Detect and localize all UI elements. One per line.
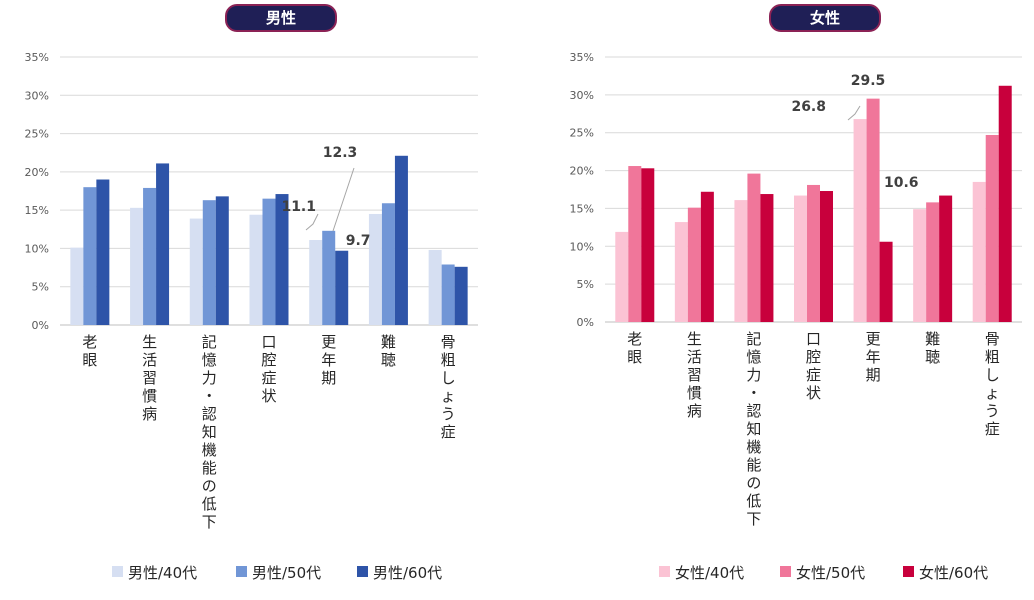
bar — [734, 200, 748, 322]
bar — [747, 173, 761, 322]
bar — [381, 203, 395, 325]
bar — [807, 184, 820, 322]
x-category-label: 老眼 — [82, 333, 97, 369]
y-tick-label: 0% — [577, 316, 594, 329]
x-category-label: 記憶力・認知機能の低下 — [746, 330, 761, 528]
legend-swatch — [112, 566, 123, 577]
male-chart-panel: 男性 0% 5% 10% 15% 20% 25% 30% 35% 老眼 生活習慣病 記憶力・認知機能… — [25, 4, 478, 582]
legend-swatch — [236, 566, 247, 577]
legend-swatch — [659, 566, 670, 577]
bar — [322, 230, 336, 325]
female-chart-panel: 女性 0% 5% 10% 15% 20% 25% 30% 35% 老眼 生活習慣病 記憶力・認知機能… — [517, 0, 1034, 600]
data-label-leader — [332, 167, 355, 232]
bar — [262, 198, 276, 325]
y-tick-label: 30% — [25, 89, 49, 102]
y-tick-label: 10% — [570, 240, 594, 253]
bar — [998, 85, 1012, 323]
bar — [454, 266, 468, 325]
bar — [866, 98, 880, 323]
bar — [428, 249, 442, 325]
y-tick-label: 30% — [570, 89, 594, 102]
data-label: 11.1 — [281, 199, 316, 215]
bar — [143, 187, 157, 325]
bar — [760, 194, 774, 322]
data-label-leader — [305, 213, 319, 231]
legend-label: 男性/40代 — [128, 564, 197, 582]
bar — [853, 119, 867, 322]
bar — [394, 155, 408, 325]
data-label: 26.8 — [791, 99, 826, 115]
legend-label: 男性/50代 — [252, 564, 321, 582]
bar — [215, 196, 229, 325]
bar — [156, 163, 170, 325]
x-category-label: 生活習慣病 — [142, 333, 157, 423]
y-tick-label: 15% — [25, 204, 49, 217]
x-category-label: 骨粗しょう症 — [985, 330, 1000, 438]
bar — [335, 250, 349, 325]
legend-label: 男性/60代 — [373, 564, 442, 582]
x-category-label: 口腔症状 — [806, 330, 821, 402]
bar — [674, 222, 688, 322]
legend-swatch — [780, 566, 791, 577]
female-bar-chart: 0% 5% 10% 15% 20% 25% 30% 35% 老眼 生活習慣病 記憶力・認知機能の低下… — [570, 51, 1022, 582]
y-tick-label: 0% — [32, 319, 49, 332]
x-category-label: 記憶力・認知機能の低下 — [202, 333, 217, 531]
bar — [700, 191, 714, 322]
legend-swatch — [357, 566, 368, 577]
data-label: 10.6 — [884, 175, 919, 191]
x-category-label: 生活習慣病 — [687, 330, 702, 420]
data-label-leader — [847, 105, 861, 121]
y-tick-label: 35% — [570, 51, 594, 64]
bar — [794, 195, 807, 322]
bar — [70, 247, 84, 325]
y-tick-label: 15% — [570, 202, 594, 215]
y-tick-label: 10% — [25, 242, 49, 255]
bar — [83, 187, 97, 325]
bar — [913, 209, 927, 322]
bar — [96, 179, 110, 325]
bar — [820, 191, 833, 322]
bar — [249, 214, 263, 325]
bar — [130, 207, 144, 325]
data-label: 12.3 — [323, 145, 358, 161]
chart-title-female: 女性 — [769, 4, 881, 32]
chart-title-male: 男性 — [225, 4, 337, 32]
x-category-label: 口腔症状 — [261, 333, 276, 405]
x-category-label: 骨粗しょう症 — [441, 333, 456, 441]
bar — [985, 134, 999, 322]
data-label: 9.7 — [346, 233, 371, 249]
y-tick-label: 20% — [570, 165, 594, 178]
bar — [202, 200, 216, 325]
x-category-label: 更年期 — [866, 330, 881, 384]
x-category-label: 更年期 — [321, 333, 336, 387]
bar — [628, 166, 642, 322]
legend-swatch — [903, 566, 914, 577]
x-category-label: 難聴 — [925, 330, 940, 366]
bar — [275, 194, 289, 325]
bar — [309, 240, 323, 325]
data-label: 29.5 — [851, 73, 886, 89]
bar — [687, 207, 701, 322]
bar — [641, 168, 655, 322]
x-category-label: 難聴 — [381, 333, 396, 369]
legend-label: 女性/40代 — [675, 564, 744, 582]
bar — [879, 241, 893, 322]
bar — [972, 181, 986, 322]
y-tick-label: 20% — [25, 166, 49, 179]
y-tick-label: 35% — [25, 51, 49, 64]
x-category-label: 老眼 — [627, 330, 642, 366]
bar — [615, 231, 629, 322]
bar — [926, 202, 940, 322]
bar — [189, 218, 203, 325]
y-tick-label: 25% — [25, 128, 49, 141]
male-bar-chart: 0% 5% 10% 15% 20% 25% 30% 35% 老眼 生活習慣病 記憶力・認知機能の低下… — [25, 51, 478, 582]
y-tick-label: 5% — [32, 281, 49, 294]
y-tick-label: 5% — [577, 278, 594, 291]
bar — [939, 195, 953, 322]
bar — [441, 264, 455, 325]
legend-label: 女性/60代 — [919, 564, 988, 582]
legend-label: 女性/50代 — [796, 564, 865, 582]
y-tick-label: 25% — [570, 127, 594, 140]
bar — [368, 213, 382, 325]
